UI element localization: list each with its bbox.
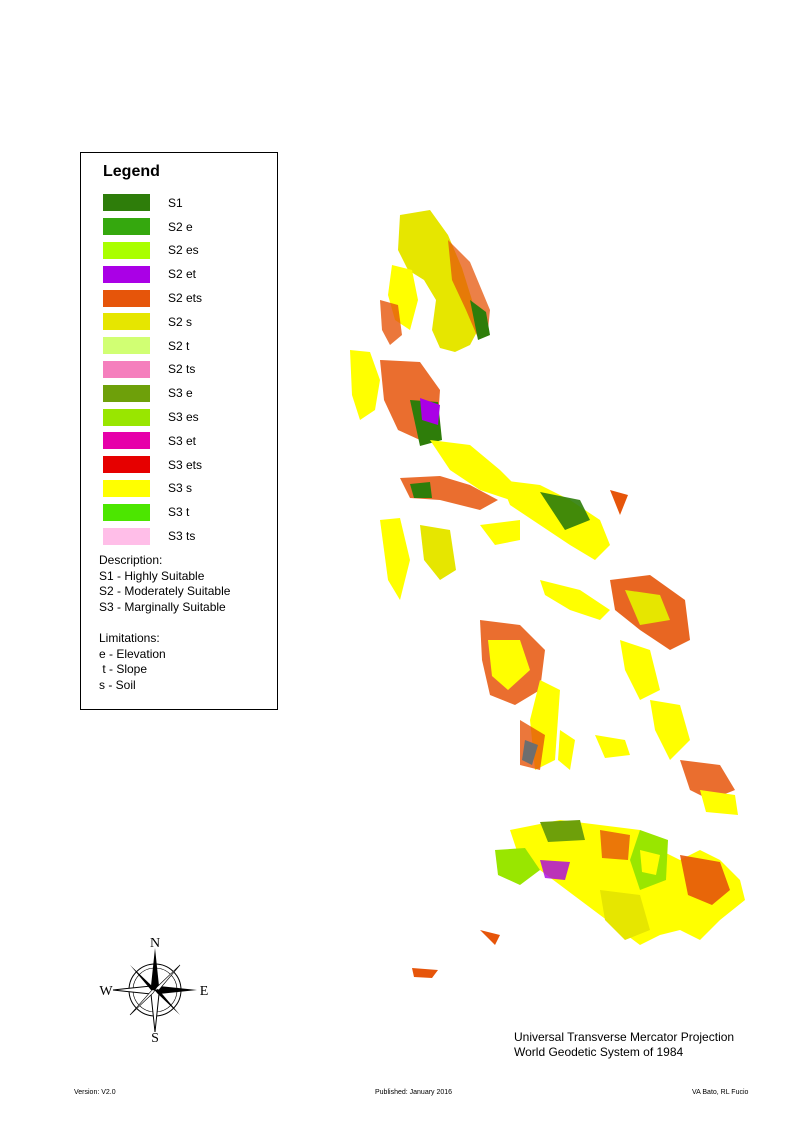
compass-south: S [151, 1031, 159, 1045]
legend-item: S2 s [103, 310, 202, 334]
legend-label: S3 e [168, 386, 193, 401]
legend-label: S3 et [168, 433, 197, 448]
legend-label: S3 s [168, 481, 193, 496]
limitations-title: Limitations: [99, 631, 160, 645]
legend-swatch [103, 456, 150, 474]
legend-label: S3 t [168, 505, 190, 520]
description-s2: S2 - Moderately Suitable [99, 584, 231, 598]
compass-rose-icon: N S E W [99, 936, 209, 1045]
legend-label: S3 ets [168, 457, 203, 472]
legend-label: S2 ts [168, 362, 196, 377]
map-legend: Legend S1 S2 e S2 es S2 et S2 ets S2 s S2 t S2 … [80, 152, 278, 710]
legend-item: S3 et [103, 429, 202, 453]
legend-item: S1 [103, 191, 202, 215]
limitation-soil: s - Soil [99, 677, 136, 692]
legend-description: Description: S1 - Highly Suitable S2 - M… [99, 553, 230, 693]
legend-label: S2 s [168, 314, 193, 329]
legend-label: S2 ets [168, 291, 203, 306]
legend-label: S2 et [168, 267, 197, 282]
legend-swatch [103, 241, 150, 259]
legend-item: S2 et [103, 262, 202, 286]
compass-north: N [150, 936, 160, 951]
footer-published: Published: January 2016 [375, 1089, 453, 1096]
footer-version: Version: V2.0 [74, 1089, 116, 1096]
description-s3: S3 - Marginally Suitable [99, 599, 226, 614]
projection-line1: Universal Transverse Mercator Projection [514, 1030, 735, 1044]
projection-line2: World Geodetic System of 1984 [514, 1045, 684, 1059]
legend-swatch [103, 313, 150, 331]
legend-swatch [103, 194, 150, 212]
legend-item: S3 t [103, 500, 202, 524]
legend-swatch [103, 432, 150, 450]
limitation-slope: t - Slope [99, 662, 148, 676]
legend-swatch [103, 527, 150, 545]
legend-swatch [103, 479, 150, 497]
legend-item: S3 s [103, 477, 202, 501]
legend-label: S1 [168, 195, 183, 210]
legend-item: S3 e [103, 381, 202, 405]
legend-item: S3 ets [103, 453, 202, 477]
legend-swatch [103, 337, 150, 355]
visayas-region [380, 490, 735, 800]
legend-item: S3 ts [103, 524, 202, 548]
legend-item: S2 ts [103, 358, 202, 382]
legend-item: S2 es [103, 239, 202, 263]
legend-swatch [103, 408, 150, 426]
legend-swatch [103, 218, 150, 236]
legend-label: S3 es [168, 410, 199, 425]
legend-label: S2 e [168, 219, 193, 234]
legend-label: S2 es [168, 243, 199, 258]
legend-item: S2 t [103, 334, 202, 358]
legend-item: S3 es [103, 405, 202, 429]
compass-east: E [200, 984, 209, 999]
legend-item: S2 ets [103, 286, 202, 310]
legend-swatch [103, 360, 150, 378]
legend-item: S2 e [103, 215, 202, 239]
legend-swatch [103, 289, 150, 307]
legend-swatch [103, 265, 150, 283]
legend-swatch [103, 503, 150, 521]
limitation-elevation: e - Elevation [99, 646, 166, 661]
compass-west: W [99, 984, 113, 999]
mindanao-region [412, 790, 745, 978]
description-s1: S1 - Highly Suitable [99, 568, 205, 583]
footer-authors: VA Bato, RL Fucio [692, 1089, 749, 1096]
legend-swatch [103, 384, 150, 402]
legend-label: S3 ts [168, 529, 196, 544]
luzon-region [350, 210, 610, 560]
description-title: Description: [99, 553, 163, 567]
projection-info: Universal Transverse Mercator Projection… [514, 1030, 734, 1060]
legend-title: Legend [103, 163, 160, 180]
legend-label: S2 t [168, 338, 190, 353]
legend-items: S1 S2 e S2 es S2 et S2 ets S2 s S2 t S2 ts S3 e S… [103, 191, 202, 548]
